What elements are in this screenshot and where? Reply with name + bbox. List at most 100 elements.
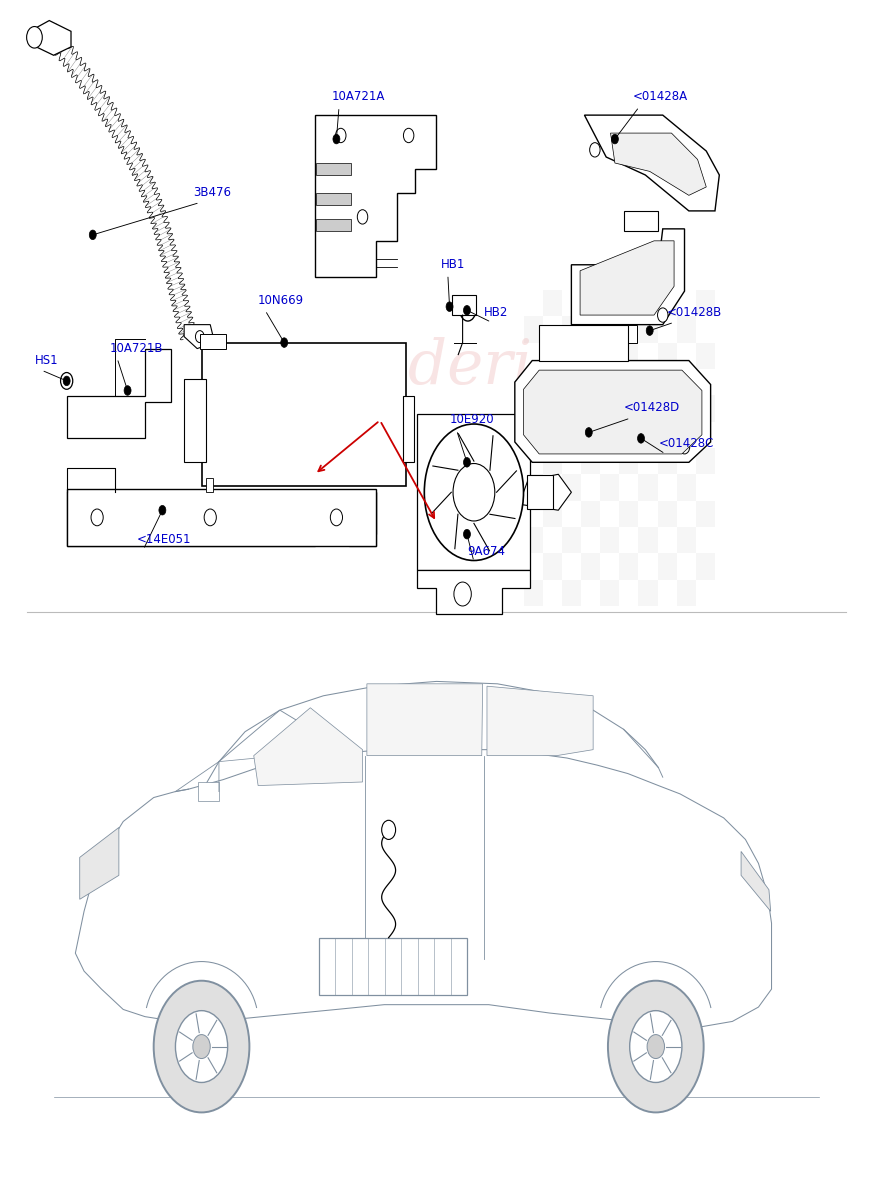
Bar xyxy=(66,488,375,546)
Polygon shape xyxy=(254,708,362,786)
Text: 10N669: 10N669 xyxy=(258,294,304,307)
Polygon shape xyxy=(610,133,706,196)
Polygon shape xyxy=(367,684,483,756)
Polygon shape xyxy=(198,782,219,802)
Circle shape xyxy=(63,376,70,385)
Text: <01428A: <01428A xyxy=(632,90,687,103)
Bar xyxy=(677,474,696,500)
Bar xyxy=(524,317,543,342)
Bar xyxy=(581,448,600,474)
Bar xyxy=(524,527,543,553)
Bar xyxy=(316,220,351,232)
Bar xyxy=(581,290,600,317)
Polygon shape xyxy=(75,750,772,1027)
Circle shape xyxy=(330,509,342,526)
Text: <01428D: <01428D xyxy=(623,402,680,414)
Bar xyxy=(696,395,715,421)
Bar xyxy=(524,368,543,395)
Bar xyxy=(543,448,562,474)
Text: ca    parts: ca parts xyxy=(310,414,563,463)
Bar xyxy=(638,580,657,606)
Bar xyxy=(562,474,581,500)
Bar xyxy=(696,448,715,474)
Polygon shape xyxy=(66,492,375,534)
Circle shape xyxy=(464,306,471,316)
Bar xyxy=(316,193,351,205)
Bar xyxy=(638,368,657,395)
Bar xyxy=(316,163,351,175)
Text: 9A674: 9A674 xyxy=(467,545,505,558)
Circle shape xyxy=(657,308,668,323)
Bar xyxy=(619,395,638,421)
Bar xyxy=(562,527,581,553)
Bar xyxy=(600,317,619,342)
Circle shape xyxy=(193,1034,210,1058)
Bar xyxy=(202,342,406,486)
Bar xyxy=(657,395,677,421)
Bar xyxy=(657,290,677,317)
Polygon shape xyxy=(524,370,702,454)
Circle shape xyxy=(460,300,476,322)
Bar xyxy=(562,580,581,606)
Bar xyxy=(543,395,562,421)
Polygon shape xyxy=(540,325,628,360)
Circle shape xyxy=(679,439,690,454)
Circle shape xyxy=(26,26,42,48)
Bar xyxy=(638,317,657,342)
Polygon shape xyxy=(66,348,171,438)
Bar xyxy=(638,421,657,448)
Bar xyxy=(638,474,657,500)
Circle shape xyxy=(637,433,644,443)
Polygon shape xyxy=(184,325,215,348)
Polygon shape xyxy=(452,295,476,316)
Circle shape xyxy=(175,1010,228,1082)
Polygon shape xyxy=(487,686,593,756)
Text: <01428C: <01428C xyxy=(658,437,714,450)
Circle shape xyxy=(647,1034,664,1058)
Bar xyxy=(696,342,715,368)
Circle shape xyxy=(589,143,600,157)
Bar xyxy=(524,580,543,606)
Text: HB2: HB2 xyxy=(485,306,509,319)
Circle shape xyxy=(424,424,524,560)
Bar xyxy=(619,553,638,580)
Text: HB1: HB1 xyxy=(441,258,465,271)
Circle shape xyxy=(454,582,471,606)
Circle shape xyxy=(403,128,414,143)
Polygon shape xyxy=(66,492,375,546)
Text: <01428B: <01428B xyxy=(667,306,722,319)
Bar xyxy=(619,500,638,527)
Bar xyxy=(619,290,638,317)
Bar xyxy=(696,290,715,317)
Circle shape xyxy=(646,326,653,336)
Text: 10A721B: 10A721B xyxy=(110,342,163,354)
Circle shape xyxy=(204,509,217,526)
Circle shape xyxy=(154,980,250,1112)
Bar xyxy=(638,527,657,553)
Bar xyxy=(206,478,213,492)
Text: HS1: HS1 xyxy=(34,354,58,366)
Bar xyxy=(581,500,600,527)
Circle shape xyxy=(464,457,471,467)
Circle shape xyxy=(629,1010,682,1082)
Text: <14E051: <14E051 xyxy=(136,533,191,546)
Polygon shape xyxy=(519,474,572,510)
Bar xyxy=(657,448,677,474)
Bar xyxy=(657,553,677,580)
Polygon shape xyxy=(580,241,674,316)
Bar xyxy=(543,342,562,368)
Polygon shape xyxy=(515,360,711,462)
Bar xyxy=(619,342,638,368)
Circle shape xyxy=(585,427,592,437)
Bar xyxy=(562,368,581,395)
Bar xyxy=(619,448,638,474)
Bar xyxy=(677,527,696,553)
Circle shape xyxy=(608,980,704,1112)
Circle shape xyxy=(89,230,96,240)
Bar xyxy=(524,474,543,500)
Polygon shape xyxy=(27,20,71,55)
Circle shape xyxy=(196,331,204,342)
Bar xyxy=(657,342,677,368)
Bar xyxy=(600,421,619,448)
Circle shape xyxy=(64,377,69,384)
